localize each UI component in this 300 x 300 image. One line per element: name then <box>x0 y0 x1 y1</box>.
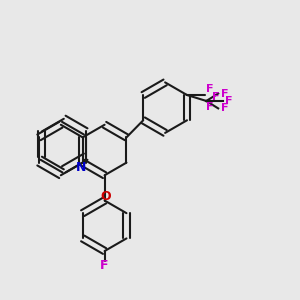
Text: F: F <box>206 102 214 112</box>
Text: O: O <box>100 190 111 202</box>
Text: F: F <box>206 83 214 94</box>
Text: F: F <box>100 260 109 272</box>
Text: F: F <box>225 96 232 106</box>
Text: N: N <box>76 160 86 174</box>
Text: F: F <box>220 88 228 98</box>
Text: F: F <box>212 92 220 102</box>
Text: F: F <box>220 103 228 113</box>
